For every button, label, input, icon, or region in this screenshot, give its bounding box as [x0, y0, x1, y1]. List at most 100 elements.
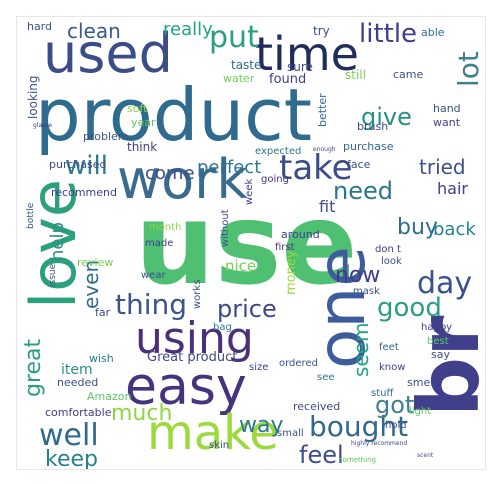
word-able: able: [421, 26, 445, 39]
word-day: day: [417, 266, 473, 301]
word-good: good: [377, 293, 442, 323]
word-seem: seem: [349, 322, 373, 377]
word-stuff: stuff: [371, 388, 394, 399]
word-make: make: [147, 405, 279, 461]
word-much: much: [111, 401, 173, 426]
word-come: come: [145, 163, 195, 184]
word-wear: wear: [141, 270, 166, 281]
word-tried: tried: [419, 155, 466, 179]
word-better: better: [316, 93, 329, 127]
word-needed: needed: [57, 376, 99, 389]
word-thing: thing: [115, 288, 188, 321]
word-little: little: [359, 19, 418, 49]
word-comfortable: comfortable: [45, 406, 112, 419]
word-around: around: [281, 228, 320, 241]
word-taste: taste: [231, 58, 262, 72]
word-know: know: [379, 362, 406, 373]
word-buy: buy: [397, 215, 438, 240]
word-price: price: [217, 295, 277, 323]
word-wish: wish: [89, 352, 114, 365]
word-think: think: [127, 140, 158, 154]
word-brush: brush: [357, 120, 389, 133]
word-happy: happy: [421, 322, 453, 333]
word-best: best: [427, 336, 449, 347]
word-want: want: [433, 116, 461, 129]
word-hold: hold: [385, 420, 407, 431]
word-mask: mask: [353, 286, 380, 297]
word-without: without: [220, 209, 231, 247]
word-month: month: [149, 222, 182, 233]
word-purchase: purchase: [343, 140, 394, 153]
word-back: back: [433, 219, 476, 240]
word-got: got: [375, 391, 415, 419]
word-smell: smell: [407, 376, 437, 389]
word-soft: soft: [127, 102, 148, 115]
word-product: product: [35, 73, 312, 157]
word-well: well: [39, 418, 99, 453]
word-try: try: [313, 24, 330, 38]
word-scent: scent: [417, 452, 434, 459]
word-see: see: [317, 372, 335, 383]
word-bottle: bottle: [26, 202, 36, 229]
word-enough: enough: [313, 146, 336, 153]
word-cloud-frame: use product used br love one work easy u…: [16, 16, 486, 470]
word-going: going: [261, 174, 289, 185]
word-say: say: [431, 348, 450, 361]
word-glasse: glasse: [33, 122, 53, 129]
word-year: year: [131, 116, 156, 129]
word-far: far: [95, 306, 111, 319]
word-dont: don t: [375, 244, 401, 255]
word-really: really: [163, 19, 213, 40]
word-money: money: [284, 250, 299, 295]
word-problem: problem: [83, 130, 129, 143]
word-now: now: [335, 263, 381, 288]
word-work: work: [117, 148, 248, 211]
word-size: size: [249, 362, 269, 373]
word-received: received: [293, 400, 341, 413]
word-purchased: purchased: [49, 158, 107, 171]
word-water: water: [223, 72, 255, 85]
word-week: week: [244, 178, 255, 205]
word-found: found: [269, 72, 307, 87]
word-works: works: [192, 279, 203, 309]
word-hand: hand: [433, 102, 461, 115]
word-nice: nice: [225, 257, 257, 275]
word-used: used: [43, 22, 173, 85]
word-bag: bag: [213, 322, 232, 333]
word-give: give: [361, 103, 412, 131]
word-easy: easy: [125, 357, 247, 417]
word-made: made: [145, 238, 174, 249]
word-keep: keep: [45, 447, 98, 470]
word-put: put: [209, 20, 259, 55]
word-need: need: [333, 177, 393, 205]
word-face: face: [347, 158, 371, 171]
word-light: light: [409, 406, 432, 417]
word-fit: fit: [319, 197, 336, 216]
word-first: first: [275, 242, 295, 253]
word-review: review: [77, 256, 114, 269]
word-skin: skin: [209, 440, 230, 451]
word-something: something: [339, 456, 377, 464]
word-will: will: [65, 151, 108, 181]
word-highly-recommend: highly recommend: [351, 440, 408, 447]
word-recommend: recommend: [51, 186, 117, 199]
word-feet: feet: [379, 342, 399, 353]
word-lot: lot: [452, 51, 485, 87]
word-using: using: [135, 313, 254, 364]
word-feel: feel: [299, 441, 344, 469]
word-hard: hard: [27, 20, 53, 33]
word-time: time: [255, 27, 359, 81]
word-great: great: [21, 338, 46, 397]
word-way: way: [239, 413, 284, 438]
word-take: take: [279, 148, 353, 188]
word-came: came: [393, 68, 424, 81]
word-perfect: perfect: [197, 157, 262, 178]
word-item: item: [61, 362, 93, 378]
word-sure: sure: [287, 60, 313, 74]
word-help: help: [47, 222, 68, 261]
word-ordered: ordered: [279, 358, 318, 369]
word-still: still: [345, 68, 366, 82]
word-use: use: [135, 180, 358, 310]
word-looking: looking: [26, 75, 40, 119]
